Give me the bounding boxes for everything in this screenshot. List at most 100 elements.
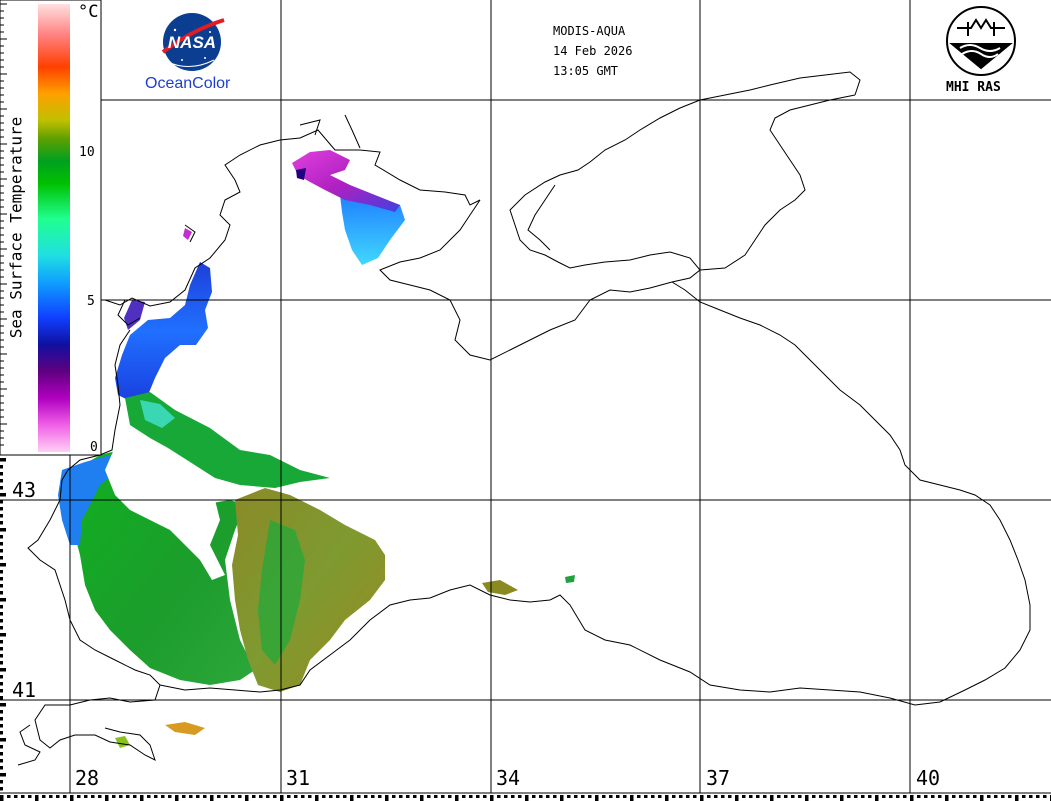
ruler-tick [581, 795, 585, 798]
ruler-tick [259, 795, 263, 798]
ruler-tick [28, 795, 32, 798]
ruler-tick [553, 795, 557, 798]
sst-patch-marmara-green [115, 736, 130, 748]
ruler-tick [329, 795, 333, 798]
ruler-tick [1043, 795, 1047, 798]
ruler-tick [798, 795, 802, 798]
ruler-tick [42, 795, 46, 798]
ruler-tick [735, 795, 739, 801]
ruler-tick [56, 795, 60, 798]
ruler-tick [938, 795, 942, 798]
ruler-tick [0, 710, 3, 714]
ruler-tick [427, 795, 431, 798]
ruler-tick [455, 795, 459, 801]
ruler-tick [0, 507, 3, 511]
ruler-tick [336, 795, 340, 798]
cloud-gap [105, 440, 225, 580]
ruler-tick [0, 759, 3, 763]
ruler-tick [707, 795, 711, 798]
ruler-tick [0, 500, 3, 504]
colorbar-title: Sea Surface Temperature [6, 116, 26, 339]
ruler-tick [0, 479, 3, 483]
ruler-tick [385, 795, 389, 801]
ruler-tick [0, 514, 3, 518]
ruler-tick [665, 795, 669, 801]
ruler-tick [658, 795, 662, 798]
ruler-tick [476, 795, 480, 798]
ruler-tick [0, 654, 3, 658]
ruler-tick [567, 795, 571, 798]
ruler-tick [301, 795, 305, 798]
ruler-tick [742, 795, 746, 798]
ruler-tick [973, 795, 977, 798]
ruler-tick [112, 795, 116, 798]
ruler-tick [0, 633, 6, 637]
ruler-tick [945, 795, 949, 801]
satellite-label: MODIS-AQUA [553, 24, 626, 38]
ruler-tick [315, 795, 319, 801]
ruler-tick [0, 766, 3, 770]
ruler-tick [0, 598, 6, 602]
ruler-tick [784, 795, 788, 798]
ruler-tick [826, 795, 830, 798]
colorbar-gradient [38, 4, 70, 452]
ruler-tick [791, 795, 795, 798]
ruler-tick [287, 795, 291, 798]
ruler-tick [651, 795, 655, 798]
ruler-tick [126, 795, 130, 798]
sst-patch-central-olive [232, 488, 385, 692]
ruler-tick [924, 795, 928, 798]
coast-nw-bays [184, 114, 361, 243]
ruler-tick [280, 795, 284, 801]
ruler-tick [441, 795, 445, 798]
ruler-tick [0, 556, 3, 560]
ruler-tick [322, 795, 326, 798]
coast-kerch [527, 184, 556, 251]
ruler-tick [77, 795, 81, 798]
ruler-tick [763, 795, 767, 798]
ruler-tick [203, 795, 207, 798]
ruler-tick [728, 795, 732, 798]
ruler-tick [245, 795, 249, 801]
ruler-tick [714, 795, 718, 798]
lat-label-43: 43 [12, 478, 37, 502]
ruler-tick [0, 493, 6, 497]
ruler-tick [0, 703, 6, 707]
colorbar-tick-5: 5 [87, 294, 95, 309]
ruler-tick [0, 486, 3, 490]
ruler-tick [588, 795, 592, 798]
ruler-tick [980, 795, 984, 801]
ruler-tick [693, 795, 697, 798]
ruler-tick [616, 795, 620, 798]
ruler-tick [0, 668, 6, 672]
ruler-tick [392, 795, 396, 798]
mhi-ras-logo [946, 6, 1016, 76]
ruler-tick [1015, 795, 1019, 801]
ruler-tick [672, 795, 676, 798]
ruler-tick [0, 570, 3, 574]
ruler-tick [63, 795, 67, 798]
ruler-tick [35, 795, 39, 801]
ruler-tick [875, 795, 879, 801]
ruler-tick [21, 795, 25, 798]
ruler-tick [0, 640, 3, 644]
lon-label-40: 40 [916, 766, 941, 790]
ruler-tick [903, 795, 907, 798]
ruler-tick [602, 795, 606, 798]
left-ruler [0, 458, 6, 791]
ruler-tick [0, 696, 3, 700]
oceancolor-wordmark: OceanColor [145, 75, 231, 92]
ruler-tick [854, 795, 858, 798]
ruler-tick [98, 795, 102, 798]
ruler-tick [0, 612, 3, 616]
ruler-tick [224, 795, 228, 798]
ruler-tick [987, 795, 991, 798]
ruler-tick [637, 795, 641, 798]
ruler-tick [0, 465, 3, 469]
sst-patch-marmara-orange [165, 722, 205, 735]
ruler-tick [504, 795, 508, 798]
ruler-tick [0, 773, 6, 777]
ruler-tick [0, 717, 3, 721]
date-label: 14 Feb 2026 [553, 44, 633, 58]
